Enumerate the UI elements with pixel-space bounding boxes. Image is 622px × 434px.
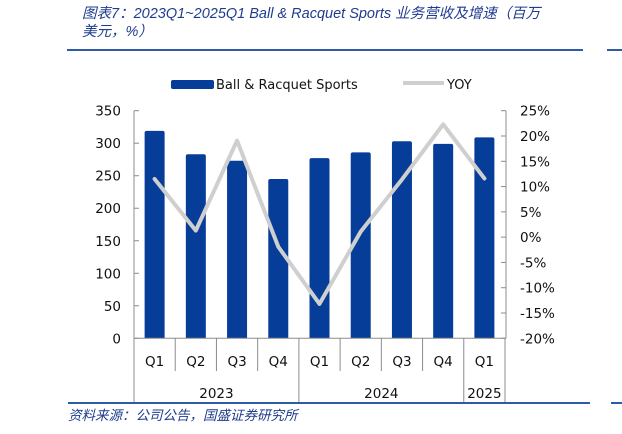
category-label: Q1 bbox=[145, 354, 164, 370]
bar bbox=[350, 152, 371, 339]
right-tick-label: -10% bbox=[520, 281, 555, 297]
chart-title-line-2: 美元，%） bbox=[82, 24, 153, 40]
left-tick-label: 350 bbox=[95, 104, 121, 120]
top-rule bbox=[67, 49, 583, 51]
year-label: 2024 bbox=[364, 386, 398, 402]
bar bbox=[227, 160, 248, 339]
bar bbox=[433, 143, 454, 339]
top-rule-next-column bbox=[607, 49, 622, 51]
left-tick-label: 150 bbox=[95, 234, 121, 250]
right-tick-label: 0% bbox=[520, 230, 542, 246]
right-tick-label: 15% bbox=[520, 154, 550, 170]
right-tick-label: -5% bbox=[520, 255, 546, 271]
left-tick-label: 200 bbox=[95, 201, 121, 217]
legend-line-label: YOY bbox=[446, 78, 472, 93]
right-tick-label: 20% bbox=[520, 129, 550, 145]
right-tick-label: 5% bbox=[520, 205, 542, 221]
right-tick-label: 25% bbox=[520, 104, 550, 120]
category-label: Q3 bbox=[392, 354, 411, 370]
left-tick-label: 300 bbox=[95, 136, 121, 152]
chart-title-line-1: 图表7：2023Q1~2025Q1 Ball & Racquet Sports … bbox=[82, 6, 541, 22]
legend-bar-label: Ball & Racquet Sports bbox=[216, 78, 358, 93]
yoy-line bbox=[152, 122, 487, 306]
category-label: Q2 bbox=[186, 354, 205, 370]
left-tick-label: 50 bbox=[104, 299, 121, 315]
right-tick-label: 10% bbox=[520, 180, 550, 196]
year-label: 2025 bbox=[467, 386, 501, 402]
year-label: 2023 bbox=[199, 386, 233, 402]
left-tick-label: 250 bbox=[95, 169, 121, 185]
category-label: Q1 bbox=[310, 354, 329, 370]
left-tick-label: 100 bbox=[95, 266, 121, 282]
legend: Ball & Racquet Sports YOY bbox=[171, 78, 472, 93]
legend-bar-swatch bbox=[171, 80, 214, 89]
category-label: Q1 bbox=[475, 354, 494, 370]
source-note: 资料来源：公司公告，国盛证券研究所 bbox=[68, 408, 298, 423]
bar bbox=[309, 158, 330, 339]
bottom-rule bbox=[68, 402, 590, 404]
bar bbox=[474, 137, 495, 339]
category-label: Q4 bbox=[269, 354, 288, 370]
left-tick-label: 0 bbox=[112, 331, 121, 347]
plot-area: 0 50 100 150 200 250 300 350 -20% -15% -10% -5% 0% 5%… bbox=[95, 104, 555, 403]
category-label: Q2 bbox=[351, 354, 370, 370]
right-tick-label: -20% bbox=[520, 331, 555, 347]
category-label: Q4 bbox=[434, 354, 453, 370]
bottom-rule-next-column bbox=[611, 402, 622, 404]
bar bbox=[268, 178, 289, 339]
right-tick-label: -15% bbox=[520, 306, 555, 322]
bar bbox=[391, 141, 412, 339]
bar bbox=[144, 130, 165, 339]
bar bbox=[185, 154, 206, 339]
category-label: Q3 bbox=[227, 354, 246, 370]
